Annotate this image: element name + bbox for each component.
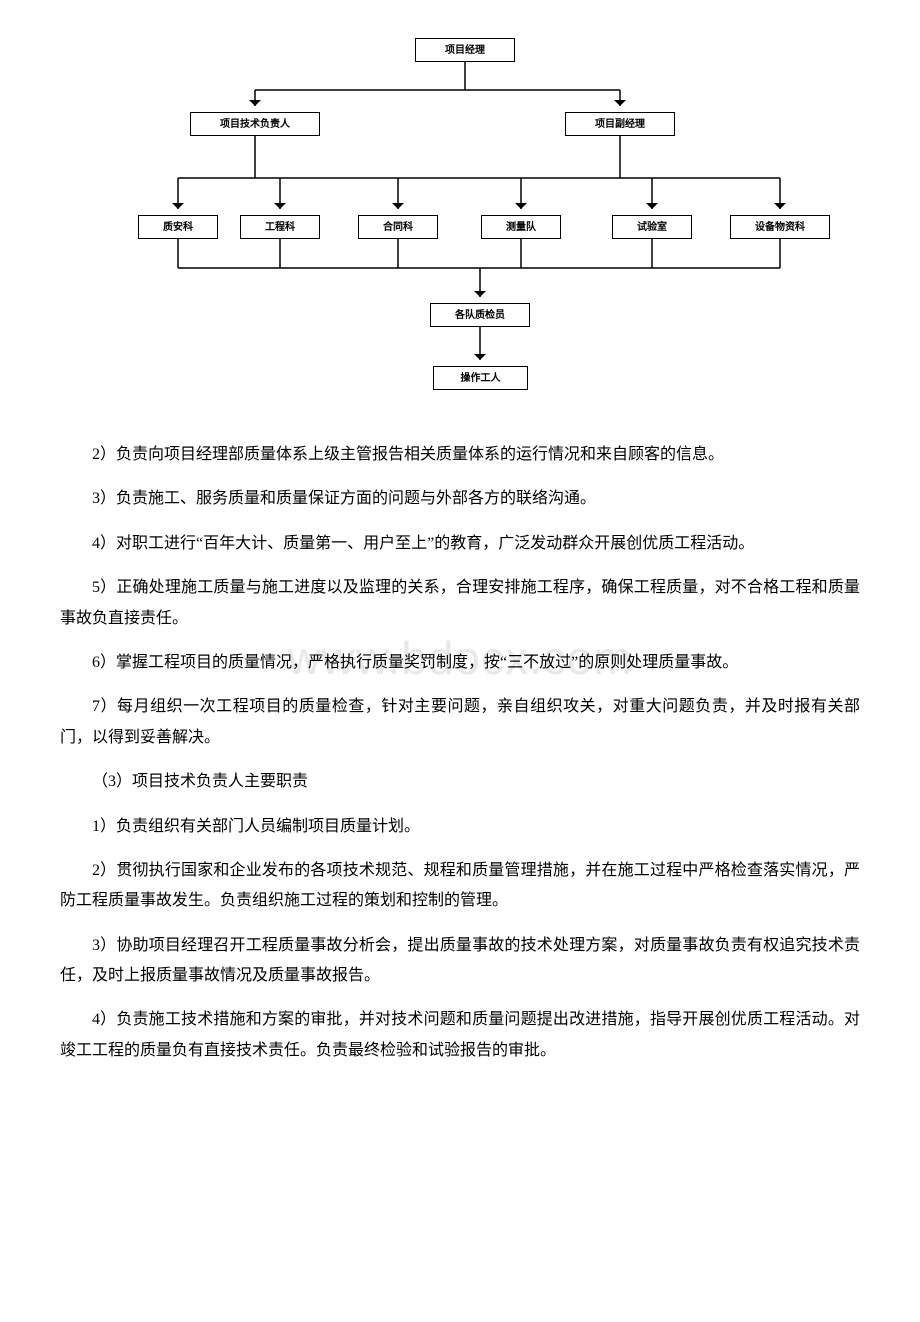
paragraph-4: 4）对职工进行“百年大计、质量第一、用户至上”的教育，广泛发动群众开展创优质工程… (60, 529, 860, 559)
flowchart-node: 设备物资科 (730, 215, 830, 239)
flowchart-node: 项目经理 (415, 38, 515, 62)
paragraph-2: 2）负责向项目经理部质量体系上级主管报告相关质量体系的运行情况和来自顾客的信息。 (60, 440, 860, 470)
flowchart-node: 操作工人 (433, 366, 528, 390)
flowchart-node: 试验室 (612, 215, 692, 239)
flowchart-node: 质安科 (138, 215, 218, 239)
flowchart-node: 测量队 (481, 215, 561, 239)
paragraph-q1: 1）负责组织有关部门人员编制项目质量计划。 (60, 812, 860, 842)
paragraph-q3: 3）协助项目经理召开工程质量事故分析会，提出质量事故的技术处理方案，对质量事故负… (60, 931, 860, 992)
paragraph-q4: 4）负责施工技术措施和方案的审批，并对技术问题和质量问题提出改进措施，指导开展创… (60, 1005, 860, 1066)
paragraph-5: 5）正确处理施工质量与施工进度以及监理的关系，合理安排施工程序，确保工程质量，对… (60, 573, 860, 634)
flowchart-node: 合同科 (358, 215, 438, 239)
paragraph-3: 3）负责施工、服务质量和质量保证方面的问题与外部各方的联络沟通。 (60, 484, 860, 514)
flowchart-node: 项目副经理 (565, 112, 675, 136)
paragraph-7: 7）每月组织一次工程项目的质量检查，针对主要问题，亲自组织攻关，对重大问题负责，… (60, 692, 860, 753)
flowchart-node: 项目技术负责人 (190, 112, 320, 136)
flowchart-node: 各队质检员 (430, 303, 530, 327)
page-content: 项目经理项目技术负责人 项目副经理质安科工程科 合同科 测量队 试验室 设备物资科各队质检… (60, 20, 860, 1066)
org-flowchart: 项目经理项目技术负责人 项目副经理质安科工程科 合同科 测量队 试验室 设备物资科各队质检… (60, 20, 860, 420)
paragraph-6: 6）掌握工程项目的质量情况，严格执行质量奖罚制度，按“三不放过”的原则处理质量事… (60, 648, 860, 678)
paragraph-q2: 2）贯彻执行国家和企业发布的各项技术规范、规程和质量管理措施，并在施工过程中严格… (60, 856, 860, 917)
section-heading-3: （3）项目技术负责人主要职责 (60, 767, 860, 797)
flowchart-node: 工程科 (240, 215, 320, 239)
